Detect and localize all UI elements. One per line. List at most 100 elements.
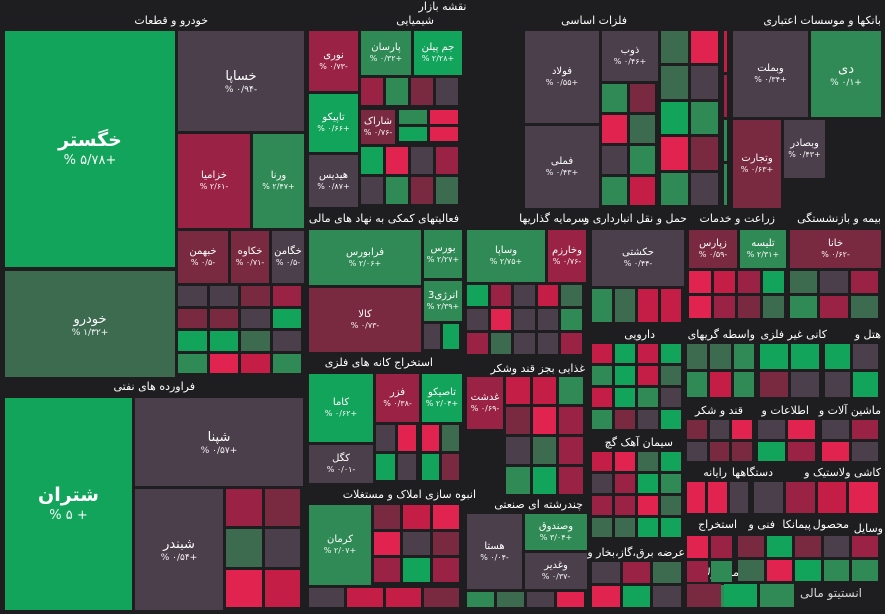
treemap-cell[interactable] [423, 588, 459, 607]
treemap-cell[interactable] [638, 410, 658, 429]
treemap-cell[interactable] [592, 562, 620, 583]
treemap-cell[interactable] [852, 536, 878, 557]
treemap-cell[interactable] [687, 482, 706, 513]
treemap-cell[interactable] [710, 344, 731, 369]
treemap-cell[interactable] [661, 344, 681, 363]
treemap-cell[interactable] [178, 353, 207, 373]
treemap-cell[interactable] [638, 518, 658, 537]
treemap-cell[interactable] [209, 331, 238, 351]
treemap-cell[interactable] [241, 331, 270, 351]
treemap-cell[interactable] [820, 296, 848, 318]
treemap-cell[interactable] [822, 442, 849, 461]
treemap-cell[interactable] [559, 467, 583, 494]
treemap-cell[interactable] [724, 119, 727, 161]
tile-faraboors[interactable]: فرابورس % ۲/۰۶+ [309, 230, 421, 285]
treemap-cell[interactable] [559, 407, 583, 434]
treemap-cell[interactable] [790, 296, 818, 318]
treemap-cell[interactable] [615, 452, 635, 471]
treemap-cell[interactable] [403, 505, 430, 529]
treemap-cell[interactable] [424, 324, 440, 349]
treemap-cell[interactable] [733, 344, 754, 369]
treemap-cell[interactable] [602, 84, 627, 112]
treemap-cell[interactable] [436, 177, 458, 204]
treemap-cell[interactable] [622, 586, 651, 607]
tile-jampilen[interactable]: جم پیلن % ۲/۲۸+ [414, 31, 462, 75]
treemap-cell[interactable] [615, 289, 635, 322]
treemap-cell[interactable] [638, 366, 658, 385]
treemap-cell[interactable] [754, 482, 783, 513]
treemap-cell[interactable] [386, 177, 408, 204]
treemap-cell[interactable] [592, 344, 612, 363]
treemap-cell[interactable] [272, 308, 301, 328]
treemap-cell[interactable] [615, 518, 635, 537]
treemap-cell[interactable] [514, 333, 535, 354]
treemap-cell[interactable] [689, 296, 711, 318]
treemap-cell[interactable] [403, 531, 430, 556]
treemap-cell[interactable] [853, 372, 878, 397]
treemap-cell[interactable] [264, 529, 300, 567]
treemap-cell[interactable] [209, 353, 238, 373]
tile-kerman[interactable]: کرمان % ۲/۰۷+ [309, 505, 371, 585]
treemap-cell[interactable] [241, 308, 270, 328]
treemap-cell[interactable] [687, 372, 708, 397]
treemap-cell[interactable] [762, 296, 784, 318]
treemap-cell[interactable] [615, 496, 635, 515]
treemap-cell[interactable] [661, 172, 688, 205]
treemap-cell[interactable] [691, 101, 718, 135]
treemap-cell[interactable] [361, 78, 383, 105]
treemap-cell[interactable] [723, 584, 758, 607]
treemap-cell[interactable] [411, 78, 433, 105]
treemap-cell[interactable] [399, 110, 427, 124]
treemap-cell[interactable] [497, 592, 524, 607]
treemap-cell[interactable] [615, 344, 635, 363]
treemap-cell[interactable] [411, 147, 433, 174]
treemap-cell[interactable] [178, 308, 207, 328]
treemap-cell[interactable] [795, 536, 821, 557]
treemap-cell[interactable] [788, 442, 815, 461]
treemap-cell[interactable] [226, 489, 262, 527]
tile-khsapa[interactable]: خساپا % ۰/۹۴- [178, 31, 304, 131]
treemap-cell[interactable] [661, 137, 688, 170]
treemap-cell[interactable] [514, 309, 535, 330]
treemap-cell[interactable] [825, 344, 850, 369]
treemap-cell[interactable] [760, 584, 794, 607]
treemap-cell[interactable] [559, 377, 583, 404]
treemap-cell[interactable] [762, 271, 784, 293]
treemap-cell[interactable] [638, 496, 658, 515]
treemap-cell[interactable] [708, 482, 727, 513]
tile-kagol[interactable]: کگل % ۰/۰۱- [309, 445, 373, 483]
treemap-cell[interactable] [724, 75, 727, 117]
tile-hasta[interactable]: هستا % ۰/۰۴- [467, 514, 522, 589]
treemap-cell[interactable] [592, 586, 620, 607]
tile-zob[interactable]: ذوب % ۰/۴۶+ [602, 31, 658, 81]
treemap-cell[interactable] [592, 388, 612, 407]
treemap-cell[interactable] [853, 344, 878, 369]
tile-vbsader[interactable]: وبصادر % ۰/۴۳+ [784, 120, 825, 178]
treemap-cell[interactable] [766, 536, 793, 557]
treemap-cell[interactable] [602, 115, 627, 143]
treemap-cell[interactable] [615, 410, 635, 429]
treemap-cell[interactable] [226, 569, 262, 607]
treemap-cell[interactable] [374, 558, 401, 582]
treemap-cell[interactable] [710, 372, 731, 397]
tile-shepna[interactable]: شپنا % ۰/۵۷+ [135, 398, 303, 486]
treemap-cell[interactable] [661, 388, 681, 407]
tile-khgaman[interactable]: خگامن % ۰/۵- [272, 231, 304, 283]
treemap-cell[interactable] [687, 442, 707, 461]
treemap-cell[interactable] [661, 518, 681, 537]
treemap-cell[interactable] [430, 110, 458, 124]
tile-kheman[interactable]: خبهمن % ۰/۵- [178, 231, 228, 283]
treemap-cell[interactable] [209, 308, 238, 328]
treemap-cell[interactable] [851, 420, 878, 439]
tile-tasiko[interactable]: تاصیکو % ۲/۰۴+ [422, 374, 462, 422]
treemap-cell[interactable] [713, 271, 735, 293]
treemap-cell[interactable] [436, 78, 458, 105]
tile-vorna[interactable]: ورنا % ۲/۴۷+ [253, 134, 304, 228]
treemap-cell[interactable] [732, 420, 752, 439]
tile-fameli[interactable]: فملی % ۰/۴۳+ [525, 126, 599, 208]
tile-foolad[interactable]: فولاد % ۰/۵۵+ [525, 31, 599, 123]
treemap-cell[interactable] [532, 467, 557, 494]
tile-kala[interactable]: کالا % ۰/۷۳- [309, 288, 421, 352]
tile-tapiko[interactable]: تاپیکو % ۰/۶۶+ [309, 94, 358, 152]
tile-nouri[interactable]: نوری % ۰/۷۳- [309, 31, 358, 91]
